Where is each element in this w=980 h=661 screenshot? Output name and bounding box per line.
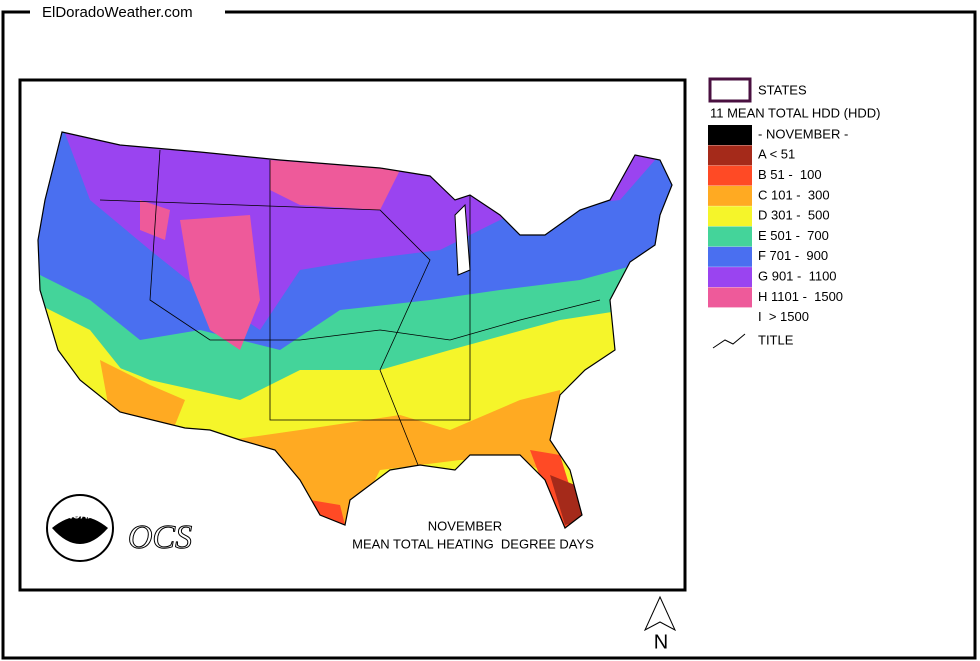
lake-michigan: [454, 203, 471, 276]
legend-swatch: [708, 246, 752, 267]
site-title: ElDoradoWeather.com: [42, 4, 193, 21]
legend-swatch: [708, 165, 752, 186]
legend-swatch: [708, 226, 752, 247]
ocs-logo: OCS: [128, 519, 192, 556]
legend: - NOVEMBER - A < 51 B 51 - 100 C 101 - 300 D…: [708, 125, 848, 324]
legend-swatch: [708, 125, 752, 145]
legend-label: D 301 - 500: [758, 208, 830, 223]
title-bg: [30, 3, 225, 23]
legend-label: F 701 - 900: [758, 248, 828, 263]
legend-label: H 1101 - 1500: [758, 289, 843, 304]
legend-swatch: [708, 206, 752, 227]
legend-label: I > 1500: [758, 309, 809, 324]
legend-subtitle: 11 MEAN TOTAL HDD (HDD): [710, 105, 880, 120]
legend-label: C 101 - 300: [758, 187, 830, 202]
legend-swatch: [708, 267, 752, 288]
noaa-text: NOAA: [65, 511, 94, 522]
outer-frame: [1, 10, 977, 660]
caption-title: MEAN TOTAL HEATING DEGREE DAYS: [352, 536, 594, 551]
noaa-bird: [52, 516, 108, 544]
legend-label: - NOVEMBER -: [758, 126, 848, 141]
legend-swatch: [708, 287, 752, 308]
legend-label: E 501 - 700: [758, 228, 829, 243]
us-outline: [37, 131, 673, 529]
title-symbol: [712, 333, 746, 349]
title-label: TITLE: [758, 332, 794, 347]
legend-label: A < 51: [758, 147, 795, 162]
legend-swatch: [708, 145, 752, 166]
caption-month: NOVEMBER: [428, 518, 502, 533]
states-swatch: [708, 77, 752, 103]
north-label: N: [654, 631, 668, 653]
states-label: STATES: [758, 82, 807, 97]
legend-swatch: [708, 185, 752, 206]
north-arrow: [643, 595, 677, 632]
legend-label: B 51 - 100: [758, 167, 822, 182]
legend-label: G 901 - 1100: [758, 269, 837, 284]
